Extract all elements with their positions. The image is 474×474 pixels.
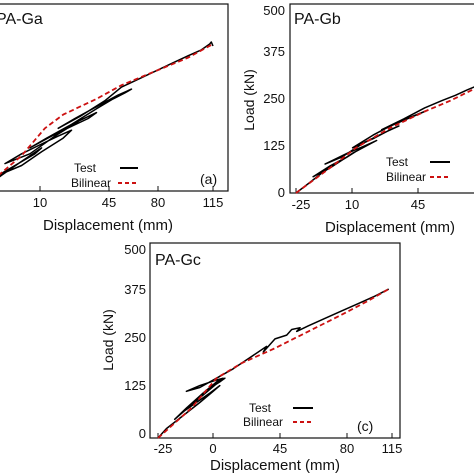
panel-a-xticks: 10 45 80 115 [33, 186, 224, 210]
panel-a-xtick-label: 80 [151, 195, 165, 210]
panel-b-legend: Test Bilinear [386, 155, 450, 184]
panel-b-series-bilinear-line [295, 87, 474, 194]
panel-a-series-bilinear-line [0, 43, 214, 176]
panel-c-series-bilinear-line [157, 288, 390, 439]
panel-b-xtick-label: 45 [411, 197, 425, 212]
panel-c-series [157, 288, 390, 439]
panel-c-label: (c) [357, 418, 373, 434]
panel-c-series-test-line [157, 288, 390, 439]
panel-b-title: PA-Gb [294, 11, 341, 28]
panel-c-ytick-label: 500 [124, 242, 146, 257]
panel-c-ytick-label: 250 [124, 330, 146, 345]
panel-b-xlabel: Displacement (mm) [325, 219, 455, 236]
panel-c: PA-Gc (c) Load (kN) Displacement (mm) 0 … [100, 242, 402, 474]
panel-b-xtick-label: 10 [345, 197, 359, 212]
panel-c-xtick-label: 0 [209, 441, 216, 456]
panel-b-series [295, 86, 474, 194]
panel-a-title: PA-Ga [0, 11, 43, 28]
panel-c-ytick-label: 375 [124, 282, 146, 297]
panel-b-xtick-label: -25 [292, 197, 311, 212]
panel-c-ytick-label: 125 [124, 378, 146, 393]
panel-b-ytick-label: 250 [263, 91, 285, 106]
panel-b-ylabel: Load (kN) [241, 69, 257, 130]
panel-c-yticks: 0 125 250 375 500 [124, 242, 146, 441]
panel-b-yticks: 0 125 250 375 500 [263, 3, 285, 200]
panel-c-xtick-label: 115 [382, 441, 403, 456]
panel-c-plot-frame [149, 242, 401, 439]
panel-a-series [0, 41, 214, 178]
panel-b-ytick-label: 375 [263, 44, 285, 59]
panel-b-legend-bilinear-label: Bilinear [386, 170, 426, 184]
panel-a-legend-test-label: Test [74, 161, 97, 175]
panel-c-xtick-label: -25 [154, 441, 173, 456]
panel-b-ytick-label: 0 [278, 185, 285, 200]
panel-b-xticks: -25 10 45 [292, 188, 425, 212]
panel-c-xtick-label: 80 [340, 441, 354, 456]
panel-a-xtick-label: 10 [33, 195, 47, 210]
panel-a-legend-bilinear-label: Bilinear [71, 176, 111, 190]
panel-b-ytick-label: 500 [263, 3, 285, 18]
panel-c-xtick-label: 45 [273, 441, 287, 456]
panel-b-plot-frame [289, 3, 474, 194]
panel-a-xtick-label: 115 [203, 195, 224, 210]
panel-a-series-test-line [0, 41, 214, 178]
panel-c-legend-test-label: Test [249, 401, 272, 415]
panel-b-ytick-label: 125 [263, 138, 285, 153]
panel-a: PA-Ga (a) Displacement (mm) 10 45 80 115… [0, 3, 229, 234]
panel-c-legend-bilinear-label: Bilinear [243, 415, 283, 429]
panel-c-xlabel: Displacement (mm) [210, 457, 340, 474]
panel-c-ytick-label: 0 [139, 426, 146, 441]
panel-c-ylabel: Load (kN) [100, 309, 116, 370]
panel-a-xlabel: Displacement (mm) [43, 217, 173, 234]
panel-a-xtick-label: 45 [102, 195, 116, 210]
panel-c-title: PA-Gc [155, 252, 201, 269]
panel-b-legend-test-label: Test [386, 155, 409, 169]
panel-c-xticks: -25 0 10 45 80 115 [154, 433, 403, 456]
panel-a-label: (a) [200, 171, 217, 187]
panel-a-plot-frame [0, 3, 229, 192]
panel-b: PA-Gb Load (kN) Displacement (mm) 0 125 … [241, 3, 474, 236]
panel-c-legend: Test Bilinear [243, 401, 313, 429]
panel-a-legend: Test Bilinear [71, 161, 138, 190]
